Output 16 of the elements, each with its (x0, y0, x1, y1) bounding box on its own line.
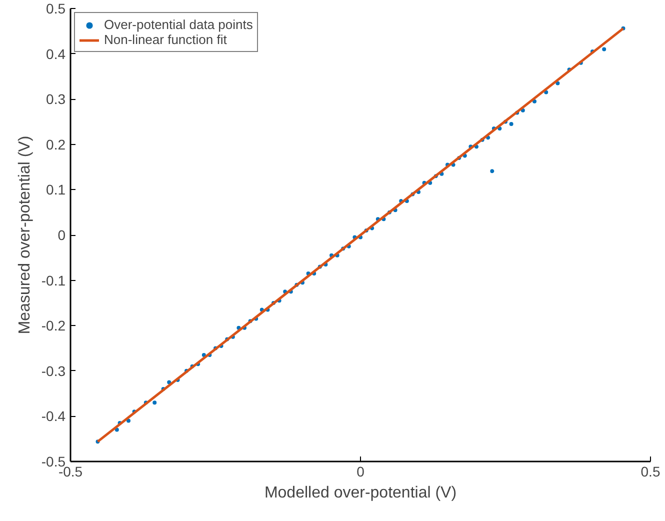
y-tick-label: 0.3 (46, 91, 66, 108)
legend-label: Over-potential data points (104, 17, 253, 32)
y-tick-label: 0 (58, 227, 66, 243)
y-axis-title: Measured over-potential (V) (16, 136, 34, 334)
x-tick-label: 0.5 (640, 464, 660, 480)
y-tick-label: 0.5 (46, 0, 66, 16)
y-tick-label: -0.1 (41, 272, 66, 288)
y-tick-label: 0.4 (46, 46, 66, 62)
y-tick-label: 0.2 (46, 136, 66, 152)
legend-label: Non-linear function fit (104, 32, 227, 47)
y-tick-label: -0.2 (41, 318, 66, 334)
x-tick-label: 0 (356, 464, 365, 480)
x-axis-title: Modelled over-potential (V) (264, 484, 457, 502)
y-tick-label: -0.3 (41, 362, 66, 379)
y-tick-label: 0.1 (46, 182, 66, 198)
y-tick-label: -0.4 (41, 408, 66, 424)
